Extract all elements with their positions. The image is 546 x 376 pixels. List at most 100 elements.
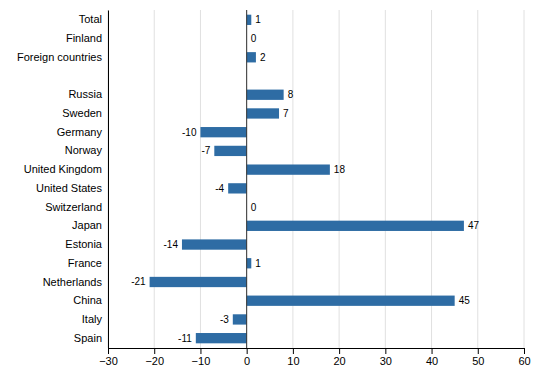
y-tick: Germany (57, 126, 103, 138)
data-label: 7 (283, 108, 289, 119)
data-label: -10 (182, 127, 197, 138)
bars (150, 15, 464, 344)
x-tick-mark (385, 348, 386, 354)
x-tick-mark (247, 348, 248, 354)
y-tick-label: Estonia (65, 238, 103, 250)
grid-line (154, 10, 155, 348)
bar (228, 183, 246, 193)
bar (200, 127, 246, 137)
x-tick: 50 (472, 348, 484, 367)
grid-line (477, 10, 478, 348)
x-tick-mark (432, 348, 433, 354)
x-tick-label: 40 (426, 355, 438, 367)
y-tick: Sweden (62, 107, 102, 119)
y-tick-label: Foreign countries (17, 51, 102, 63)
y-tick: Finland (66, 32, 102, 44)
y-tick-label: United Kingdom (24, 163, 102, 175)
x-tick: 30 (380, 348, 392, 367)
x-tick-label: 10 (287, 355, 299, 367)
x-tick-mark (478, 348, 479, 354)
y-tick-label: United States (36, 182, 103, 194)
y-tick: Japan (72, 219, 102, 231)
y-tick: Russia (68, 88, 103, 100)
y-tick: Total (79, 13, 102, 25)
data-label: 45 (459, 295, 471, 306)
x-tick: −10 (192, 348, 211, 367)
x-tick: 40 (426, 348, 438, 367)
y-tick: Estonia (65, 238, 103, 250)
x-tick: 20 (333, 348, 345, 367)
y-tick: China (73, 294, 103, 306)
x-tick: 10 (287, 348, 299, 367)
y-tick-label: Finland (66, 32, 102, 44)
x-tick-label: 0 (244, 355, 250, 367)
x-tick: −30 (99, 348, 118, 367)
data-label: 2 (260, 52, 266, 63)
x-tick-mark (293, 348, 294, 354)
x-tick-label: 60 (518, 355, 530, 367)
data-label: 0 (251, 202, 257, 213)
x-tick: 60 (518, 348, 530, 367)
chart-svg: −30−20−100102030405060SpainItalyChinaNet… (0, 0, 546, 376)
data-label: 8 (288, 89, 294, 100)
x-tick-label: 50 (472, 355, 484, 367)
plot-area: −30−20−100102030405060SpainItalyChinaNet… (17, 10, 531, 367)
x-axis-line (109, 349, 525, 355)
x-tick-mark (154, 348, 155, 354)
bar (247, 258, 252, 268)
data-label: 1 (255, 14, 261, 25)
x-tick-label: −10 (192, 355, 211, 367)
y-tick-label: Sweden (62, 107, 102, 119)
bar (247, 108, 279, 118)
x-tick-mark (108, 348, 109, 354)
x-tick: 0 (244, 348, 250, 367)
grid-line (200, 10, 201, 348)
bar (233, 314, 247, 324)
bar (196, 333, 247, 343)
y-tick-label: Russia (68, 88, 103, 100)
bar (150, 277, 247, 287)
grid-line (524, 10, 525, 348)
bar (247, 221, 464, 231)
y-tick: Foreign countries (17, 51, 102, 63)
x-tick-mark (339, 348, 340, 354)
x-axis: −30−20−100102030405060 (99, 348, 530, 367)
y-tick: Switzerland (45, 201, 102, 213)
y-tick: France (68, 257, 102, 269)
y-tick: Netherlands (43, 276, 103, 288)
data-label: -7 (201, 145, 210, 156)
y-tick-label: Total (79, 13, 102, 25)
y-tick: Spain (74, 332, 102, 344)
y-tick: Italy (82, 313, 103, 325)
data-label: 0 (251, 33, 257, 44)
bar (247, 90, 284, 100)
y-tick-label: Spain (74, 332, 102, 344)
grid (108, 10, 524, 348)
data-label: -14 (164, 239, 179, 250)
y-axis: Spain Italy China Netherlands France Estonia J… (17, 11, 109, 349)
data-label: -4 (215, 183, 224, 194)
bar (247, 15, 252, 25)
y-axis-line (108, 11, 109, 349)
bar (247, 296, 455, 306)
y-tick-label: China (73, 294, 103, 306)
data-label: -21 (131, 276, 146, 287)
x-tick-label: −30 (99, 355, 118, 367)
y-tick-label: Switzerland (45, 201, 102, 213)
y-tick: Norway (65, 144, 103, 156)
data-labels: -11-345-211-14470-418-7-1078201 (131, 14, 479, 343)
data-label: 1 (255, 258, 261, 269)
data-label: -3 (220, 314, 229, 325)
x-tick-mark (524, 348, 525, 354)
y-tick-label: Netherlands (43, 276, 103, 288)
data-label: -11 (178, 333, 192, 344)
y-tick: United Kingdom (24, 163, 102, 175)
y-tick-label: Japan (72, 219, 102, 231)
data-label: 18 (334, 164, 346, 175)
y-tick: United States (36, 182, 103, 194)
x-tick-mark (200, 348, 201, 354)
bar (247, 52, 256, 62)
y-tick-label: Italy (82, 313, 103, 325)
y-tick-label: Germany (57, 126, 103, 138)
grid-line (108, 10, 109, 348)
